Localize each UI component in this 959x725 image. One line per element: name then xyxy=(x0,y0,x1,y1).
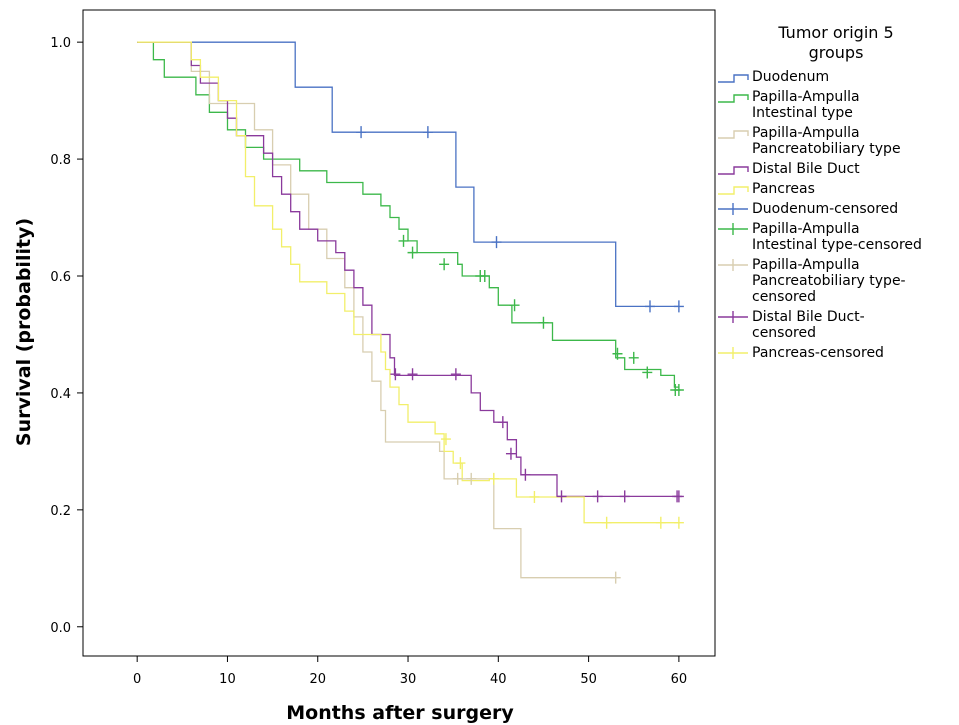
censor-mark-pancreas xyxy=(655,516,666,529)
censor-mark-distal-bile-duct xyxy=(497,416,508,429)
censor-mark-distal-bile-duct xyxy=(407,368,418,381)
x-tick-label: 20 xyxy=(309,672,326,687)
censor-mark-papilla-ampulla-intestinal-type xyxy=(612,347,623,360)
censor-mark-papilla-ampulla-pancreatobiliary-type xyxy=(610,571,621,584)
censor-mark-papilla-ampulla-intestinal-type xyxy=(398,234,409,247)
series-line-papilla-ampulla-pancreatobiliary-type xyxy=(137,41,616,579)
legend-swatch xyxy=(718,166,749,175)
y-axis-title: Survival (probability) xyxy=(13,218,35,446)
censor-mark-distal-bile-duct xyxy=(619,490,630,503)
legend-label: Pancreatobiliary type xyxy=(752,141,901,157)
x-tick-label: 40 xyxy=(490,672,507,687)
y-tick-label: 0.0 xyxy=(50,621,71,636)
censor-mark-papilla-ampulla-intestinal-type xyxy=(538,316,549,329)
legend-censor-swatch xyxy=(718,259,748,271)
censor-mark-papilla-ampulla-intestinal-type xyxy=(479,270,490,282)
y-tick-label: 0.6 xyxy=(50,270,71,285)
censor-mark-papilla-ampulla-intestinal-type xyxy=(642,366,653,379)
legend-label: Papilla-Ampulla xyxy=(752,125,860,141)
legend-label: censored xyxy=(752,325,816,341)
x-tick-label: 60 xyxy=(671,672,688,687)
censor-mark-distal-bile-duct xyxy=(390,368,401,381)
legend-entry-pancreas-censored: Pancreas-censored xyxy=(718,345,884,361)
censor-mark-papilla-ampulla-pancreatobiliary-type xyxy=(452,472,463,485)
x-tick-label: 30 xyxy=(400,672,417,687)
legend-swatch xyxy=(718,130,749,139)
censor-mark-distal-bile-duct xyxy=(450,368,461,381)
censor-mark-papilla-ampulla-intestinal-type xyxy=(673,384,684,396)
censor-mark-distal-bile-duct xyxy=(673,490,684,503)
y-tick-label: 0.8 xyxy=(50,153,71,168)
censor-mark-duodenum xyxy=(491,236,502,249)
series-line-pancreas xyxy=(137,41,679,524)
censor-mark-distal-bile-duct xyxy=(592,490,603,503)
legend-label: Intestinal type-censored xyxy=(752,237,922,253)
y-tick-label: 0.2 xyxy=(50,504,71,519)
series-line-papilla-ampulla-intestinal-type xyxy=(137,41,679,388)
censor-mark-papilla-ampulla-intestinal-type xyxy=(628,351,639,364)
series-line-duodenum xyxy=(137,41,679,308)
censor-mark-distal-bile-duct xyxy=(520,468,531,481)
censor-mark-duodenum xyxy=(422,126,433,139)
legend-entry-duodenum-censored: Duodenum-censored xyxy=(718,201,898,217)
censor-mark-pancreas xyxy=(601,516,612,529)
censor-marks-layer xyxy=(356,126,684,584)
censor-mark-papilla-ampulla-intestinal-type xyxy=(509,299,520,312)
censor-mark-pancreas xyxy=(440,433,451,446)
legend-label: Papilla-Ampulla xyxy=(752,221,860,237)
plot-frame xyxy=(82,9,716,657)
x-axis-title: Months after surgery xyxy=(286,702,514,724)
legend-label: Papilla-Ampulla xyxy=(752,89,860,105)
legend-label: Distal Bile Duct- xyxy=(752,309,865,325)
censor-mark-pancreas xyxy=(455,457,466,470)
censor-mark-duodenum xyxy=(356,126,367,139)
legend-swatch xyxy=(718,74,749,83)
legend-censor-swatch xyxy=(718,223,748,235)
legend-label: Duodenum xyxy=(752,69,829,85)
legend-label: Pancreatobiliary type- xyxy=(752,273,906,289)
censor-mark-distal-bile-duct xyxy=(556,490,567,503)
x-tick-label: 10 xyxy=(219,672,236,687)
legend-censor-swatch xyxy=(718,203,748,215)
legend-title: groups xyxy=(809,43,864,62)
censor-mark-distal-bile-duct xyxy=(505,447,516,460)
legend-swatch xyxy=(718,186,749,195)
legend-entry-distal-bile-duct-censored: Distal Bile Duct-censored xyxy=(718,309,865,341)
y-tick-label: 0.4 xyxy=(50,387,71,402)
legend-label: Distal Bile Duct xyxy=(752,161,860,177)
censor-mark-papilla-ampulla-intestinal-type xyxy=(439,258,450,271)
legend-entry-pancreas: Pancreas xyxy=(718,181,815,197)
legend-censor-swatch xyxy=(718,347,748,359)
legend-entry-distal-bile-duct: Distal Bile Duct xyxy=(718,161,860,177)
censor-mark-pancreas xyxy=(673,516,684,529)
axes: 0 10 20 30 40 50 60 0.0 0.2 0.4 0.6 0.8 1.0 xyxy=(50,36,687,687)
legend-swatch xyxy=(718,94,749,103)
legend-label: censored xyxy=(752,289,816,305)
censor-mark-duodenum xyxy=(644,300,655,313)
censor-mark-papilla-ampulla-pancreatobiliary-type xyxy=(466,472,477,485)
legend-label: Pancreas-censored xyxy=(752,345,884,361)
legend-label: Duodenum-censored xyxy=(752,201,898,217)
series-line-distal-bile-duct xyxy=(137,41,679,498)
legend-label: Intestinal type xyxy=(752,105,853,121)
legend-label: Pancreas xyxy=(752,181,815,197)
x-tick-label: 0 xyxy=(133,672,141,687)
x-tick-label: 50 xyxy=(580,672,597,687)
censor-mark-pancreas xyxy=(529,490,540,503)
legend-label: Papilla-Ampulla xyxy=(752,257,860,273)
censor-mark-duodenum xyxy=(673,300,684,313)
legend-title: Tumor origin 5 xyxy=(777,23,893,42)
legend-entry-duodenum: Duodenum xyxy=(718,69,829,85)
censor-mark-papilla-ampulla-intestinal-type xyxy=(407,246,418,259)
y-tick-label: 1.0 xyxy=(50,36,71,51)
censor-mark-pancreas xyxy=(488,472,499,485)
legend-censor-swatch xyxy=(718,311,748,323)
